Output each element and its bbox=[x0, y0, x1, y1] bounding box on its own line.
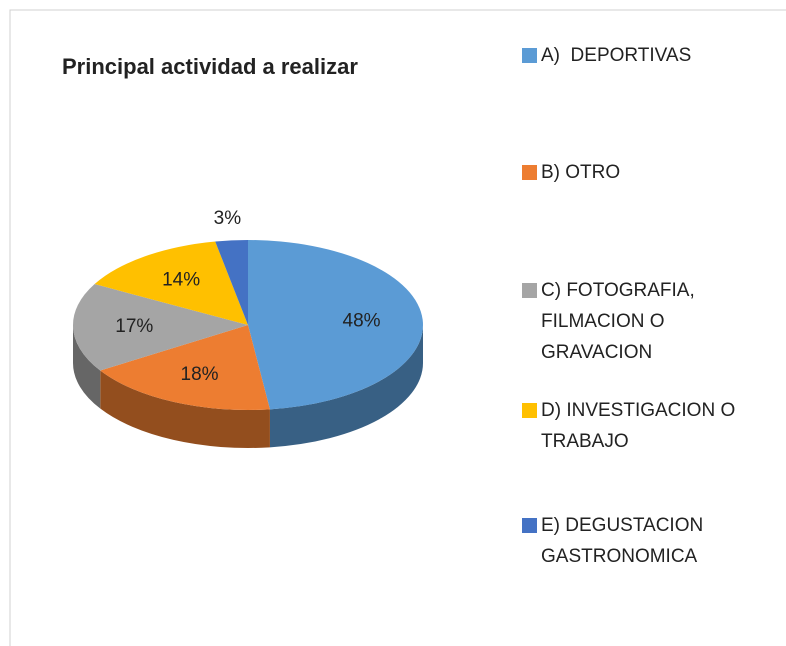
legend-item: E) DEGUSTACION GASTRONOMICA bbox=[522, 510, 772, 572]
slice-side bbox=[73, 325, 101, 409]
legend-swatch bbox=[522, 283, 537, 298]
chart-border bbox=[9, 9, 786, 646]
data-label: 18% bbox=[181, 364, 219, 385]
data-label: 14% bbox=[162, 269, 200, 290]
slice bbox=[215, 240, 248, 325]
legend-item: C) FOTOGRAFIA, FILMACION O GRAVACION bbox=[522, 275, 772, 368]
legend-label: B) OTRO bbox=[541, 162, 621, 183]
legend-swatch bbox=[522, 48, 537, 63]
legend-item: A) DEPORTIVAS bbox=[522, 40, 772, 71]
data-label: 48% bbox=[343, 311, 381, 332]
slice bbox=[248, 240, 424, 410]
legend-item: D) INVESTIGACION O TRABAJO bbox=[522, 395, 772, 457]
legend-swatch bbox=[522, 403, 537, 418]
slice bbox=[72, 284, 248, 371]
legend-swatch bbox=[522, 518, 537, 533]
slice bbox=[100, 325, 270, 410]
legend-item: B) OTRO bbox=[522, 157, 772, 188]
data-label: 17% bbox=[115, 316, 153, 337]
data-label: 3% bbox=[214, 208, 242, 229]
legend-swatch bbox=[522, 165, 537, 180]
legend-label: E) DEGUSTACION GASTRONOMICA bbox=[541, 515, 709, 567]
chart-title: Principal actividad a realizar bbox=[62, 54, 358, 79]
slice bbox=[94, 241, 248, 325]
legend-label: A) DEPORTIVAS bbox=[541, 45, 692, 66]
legend-label: C) FOTOGRAFIA, FILMACION O GRAVACION bbox=[541, 280, 701, 363]
slice-side bbox=[269, 325, 423, 448]
slice-side bbox=[100, 370, 270, 448]
legend-label: D) INVESTIGACION O TRABAJO bbox=[541, 400, 741, 452]
